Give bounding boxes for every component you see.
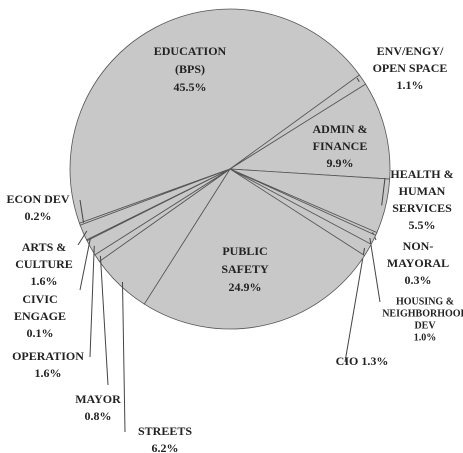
pie-slice [143,168,366,330]
category-label: OPEN SPACE [373,61,448,75]
leader-line [99,255,109,386]
leader-line [89,245,95,358]
category-label: NON- [403,239,434,253]
category-label: HEALTH & [390,167,453,181]
leader-line [369,237,381,303]
value-label: 0.3% [405,273,432,287]
leader-line [356,77,360,82]
category-label: SERVICES [392,201,452,215]
category-label: CIVIC [22,292,57,306]
slice-label: CIO 1.3% [336,354,389,368]
value-label: 1.6% [31,274,58,288]
value-label: 0.1% [27,326,54,340]
category-label: HOUSING & [396,296,454,307]
leader-line [381,177,386,206]
value-label: 1.3% [361,354,388,368]
category-label: CULTURE [15,257,73,271]
category-label: STREETS [138,424,192,438]
value-label: 0.8% [85,409,112,423]
leader-line [79,199,85,223]
value-label: 5.5% [409,218,436,232]
category-label: DEV [414,320,436,331]
value-label: 9.9% [327,156,354,170]
category-label: ECON DEV [6,192,69,206]
category-label: ADMIN & [313,122,368,136]
category-label: CIO [336,354,359,368]
category-label: MAYORAL [387,256,449,270]
category-label: (BPS) [175,62,205,76]
value-label: 45.5% [174,80,207,94]
leader-line [79,238,91,291]
category-label: OPERATION [12,349,84,363]
value-label: 1.1% [397,78,424,92]
value-label: 24.9% [229,280,262,294]
category-label: HUMAN [399,184,446,198]
category-label: PUBLIC [222,244,267,258]
pie-slice [228,83,391,180]
value-label: 1.6% [35,366,62,380]
category-label: FINANCE [313,139,368,153]
category-label: ENGAGE [14,309,66,323]
category-label: EDUCATION [154,44,227,58]
category-label: ARTS & [22,240,67,254]
category-label: ENV/ENGY/ [377,44,444,58]
leader-line [121,282,126,433]
category-label: NEIGHBORHOOD [382,308,463,319]
leader-line [77,230,88,246]
category-label: SAFETY [221,262,269,276]
value-label: 1.0% [414,332,437,343]
pie-slice [69,8,361,224]
value-label: 0.2% [25,209,52,223]
category-label: MAYOR [75,392,121,406]
pie-slice [78,168,231,226]
leader-line [344,247,366,363]
value-label: 6.2% [152,441,179,453]
